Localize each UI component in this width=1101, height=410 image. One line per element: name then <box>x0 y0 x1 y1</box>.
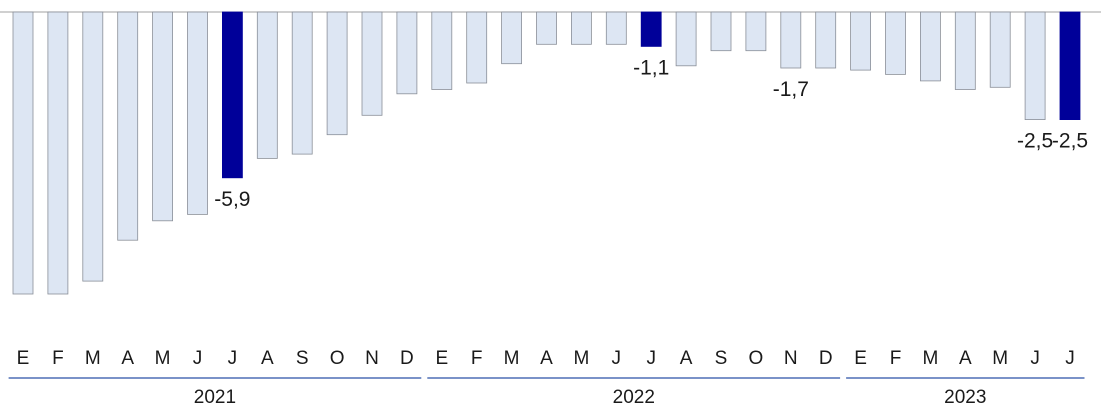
month-tick-label: M <box>922 348 938 369</box>
month-tick-label: A <box>959 348 972 369</box>
bar <box>780 11 802 69</box>
bar <box>815 11 837 69</box>
data-label: -1,1 <box>633 56 669 79</box>
month-tick-label: E <box>17 348 30 369</box>
bar <box>954 11 976 90</box>
bar <box>989 11 1011 88</box>
month-tick-label: J <box>228 348 238 369</box>
bar <box>291 11 313 155</box>
bar <box>12 11 34 295</box>
bar <box>117 11 139 241</box>
month-tick-label: D <box>400 348 414 369</box>
bar <box>571 11 592 45</box>
bar-highlight <box>640 11 662 47</box>
bar <box>850 11 871 71</box>
month-tick-label: M <box>504 348 520 369</box>
month-tick-label: A <box>261 348 274 369</box>
month-tick-label: A <box>540 348 553 369</box>
month-tick-label: E <box>435 348 448 369</box>
year-label: 2023 <box>944 387 986 408</box>
bar <box>710 11 732 52</box>
month-tick-label: J <box>1030 348 1040 369</box>
year-label: 2022 <box>613 387 655 408</box>
data-label: -5,9 <box>214 188 250 211</box>
year-label: 2021 <box>194 387 236 408</box>
month-tick-label: J <box>193 348 203 369</box>
month-tick-label: J <box>1065 348 1075 369</box>
bar <box>675 11 697 67</box>
month-tick-label: S <box>715 348 728 369</box>
bar <box>536 11 557 45</box>
month-tick-label: M <box>992 348 1008 369</box>
month-tick-label: M <box>573 348 589 369</box>
month-tick-label: F <box>52 348 64 369</box>
data-label: -2,5 <box>1017 130 1053 153</box>
month-tick-label: O <box>749 348 764 369</box>
data-label: -1,7 <box>773 78 809 101</box>
month-tick-label: A <box>680 348 693 369</box>
data-label: -2,5 <box>1052 130 1088 153</box>
month-tick-label: N <box>784 348 798 369</box>
bar <box>256 11 278 159</box>
month-tick-label: S <box>296 348 309 369</box>
month-tick-label: A <box>121 348 134 369</box>
bar <box>326 11 348 136</box>
bar-highlight <box>1059 11 1081 120</box>
bar <box>152 11 174 222</box>
month-tick-label: F <box>471 348 483 369</box>
bar <box>82 11 104 282</box>
bar <box>466 11 488 84</box>
month-tick-label: M <box>85 348 101 369</box>
bar <box>431 11 453 90</box>
bar <box>47 11 69 295</box>
month-tick-label: J <box>646 348 656 369</box>
month-tick-label: E <box>854 348 867 369</box>
bar <box>1024 11 1046 120</box>
bar-highlight <box>221 11 243 179</box>
month-tick-label: N <box>365 348 379 369</box>
bar <box>501 11 523 65</box>
month-tick-label: J <box>612 348 622 369</box>
month-tick-label: O <box>330 348 345 369</box>
bar <box>885 11 906 75</box>
bar <box>605 11 627 45</box>
bar <box>396 11 418 95</box>
month-tick-label: M <box>155 348 171 369</box>
bar <box>745 11 767 52</box>
bar <box>920 11 941 82</box>
month-tick-label: D <box>819 348 833 369</box>
bar <box>187 11 208 215</box>
month-tick-label: F <box>890 348 902 369</box>
bar <box>361 11 383 116</box>
